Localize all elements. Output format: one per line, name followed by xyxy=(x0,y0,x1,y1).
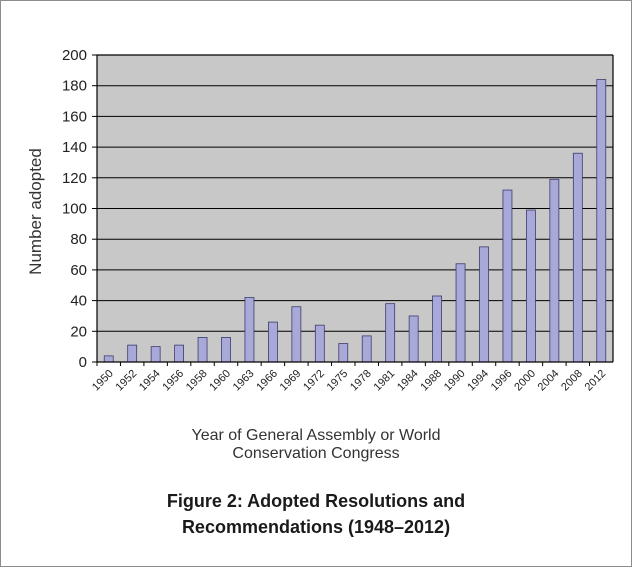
bar-1963 xyxy=(244,297,255,363)
x-tick-label: 1972 xyxy=(301,368,327,394)
bar-2008 xyxy=(572,152,583,363)
x-tick-label: 2000 xyxy=(512,368,538,394)
x-tick-label: 1956 xyxy=(160,368,186,394)
bar-1966 xyxy=(268,321,278,363)
x-tick-label: 1994 xyxy=(465,368,491,394)
bar-1994 xyxy=(479,246,489,363)
x-tick-labels: 1950195219541956195819601963196619691972… xyxy=(90,362,608,393)
x-tick-label: 1950 xyxy=(90,368,116,394)
bar-1960 xyxy=(221,337,231,363)
x-tick-label: 2004 xyxy=(536,368,562,394)
bar-2000 xyxy=(526,209,536,363)
bar-1981 xyxy=(385,303,396,363)
y-tick-labels: 0 20 40 60 80 100 120 140 160 180 200 xyxy=(62,47,97,371)
x-tick-label: 1958 xyxy=(184,368,210,394)
y-tick-label: 180 xyxy=(62,78,87,95)
x-tick-label: 2012 xyxy=(583,368,609,394)
bar-1952 xyxy=(127,344,138,363)
bar-1988 xyxy=(432,295,442,363)
x-tick-label: 1960 xyxy=(207,368,233,394)
x-axis-label-line-2: Conservation Congress xyxy=(232,445,400,462)
x-tick-label: 1981 xyxy=(372,368,398,394)
x-tick-label: 1963 xyxy=(231,368,257,394)
x-tick-label: 1990 xyxy=(442,368,468,394)
y-tick-label: 200 xyxy=(62,47,87,64)
bars-group xyxy=(103,79,607,363)
bar-2004 xyxy=(549,178,560,363)
x-axis-label-line-1: Year of General Assembly or World xyxy=(191,427,441,444)
y-tick-label: 120 xyxy=(62,170,87,187)
bar-1990 xyxy=(455,263,466,363)
bar-2012 xyxy=(596,79,607,363)
x-tick-label: 1984 xyxy=(395,368,421,394)
bar-1954 xyxy=(150,346,161,363)
x-tick-label: 1996 xyxy=(489,368,515,394)
y-tick-label: 0 xyxy=(79,354,87,371)
bar-1984 xyxy=(408,315,419,363)
x-tick-label: 1952 xyxy=(114,368,140,394)
y-tick-label: 40 xyxy=(70,293,87,310)
bar-1996 xyxy=(502,189,513,363)
y-tick-label: 60 xyxy=(70,262,87,279)
y-tick-label: 80 xyxy=(70,231,87,248)
x-tick-label: 2008 xyxy=(559,368,585,394)
y-tick-label: 20 xyxy=(70,323,87,340)
x-tick-label: 1978 xyxy=(348,368,374,394)
x-tick-label: 1975 xyxy=(325,368,351,394)
bar-1969 xyxy=(291,306,302,363)
y-tick-label: 160 xyxy=(62,108,87,125)
y-tick-label: 140 xyxy=(62,139,87,156)
y-axis-label: Number adopted xyxy=(26,148,45,275)
figure-caption-line-2: Recommendations (1948–2012) xyxy=(181,517,451,537)
x-tick-label: 1969 xyxy=(278,368,304,394)
bar-1978 xyxy=(361,335,372,363)
bar-1958 xyxy=(197,337,208,363)
bar-1956 xyxy=(174,344,184,363)
bar-chart: 0 20 40 60 80 100 120 140 160 180 200 195019521954… xyxy=(26,47,614,393)
y-tick-label: 100 xyxy=(62,201,87,218)
x-tick-label: 1988 xyxy=(418,368,444,394)
bar-1972 xyxy=(314,324,325,363)
figure-caption-line-1: Figure 2: Adopted Resolutions and xyxy=(166,491,466,511)
bar-1950 xyxy=(103,355,114,363)
x-tick-label: 1966 xyxy=(254,368,280,394)
x-tick-label: 1954 xyxy=(137,368,163,394)
bar-1975 xyxy=(338,343,349,363)
